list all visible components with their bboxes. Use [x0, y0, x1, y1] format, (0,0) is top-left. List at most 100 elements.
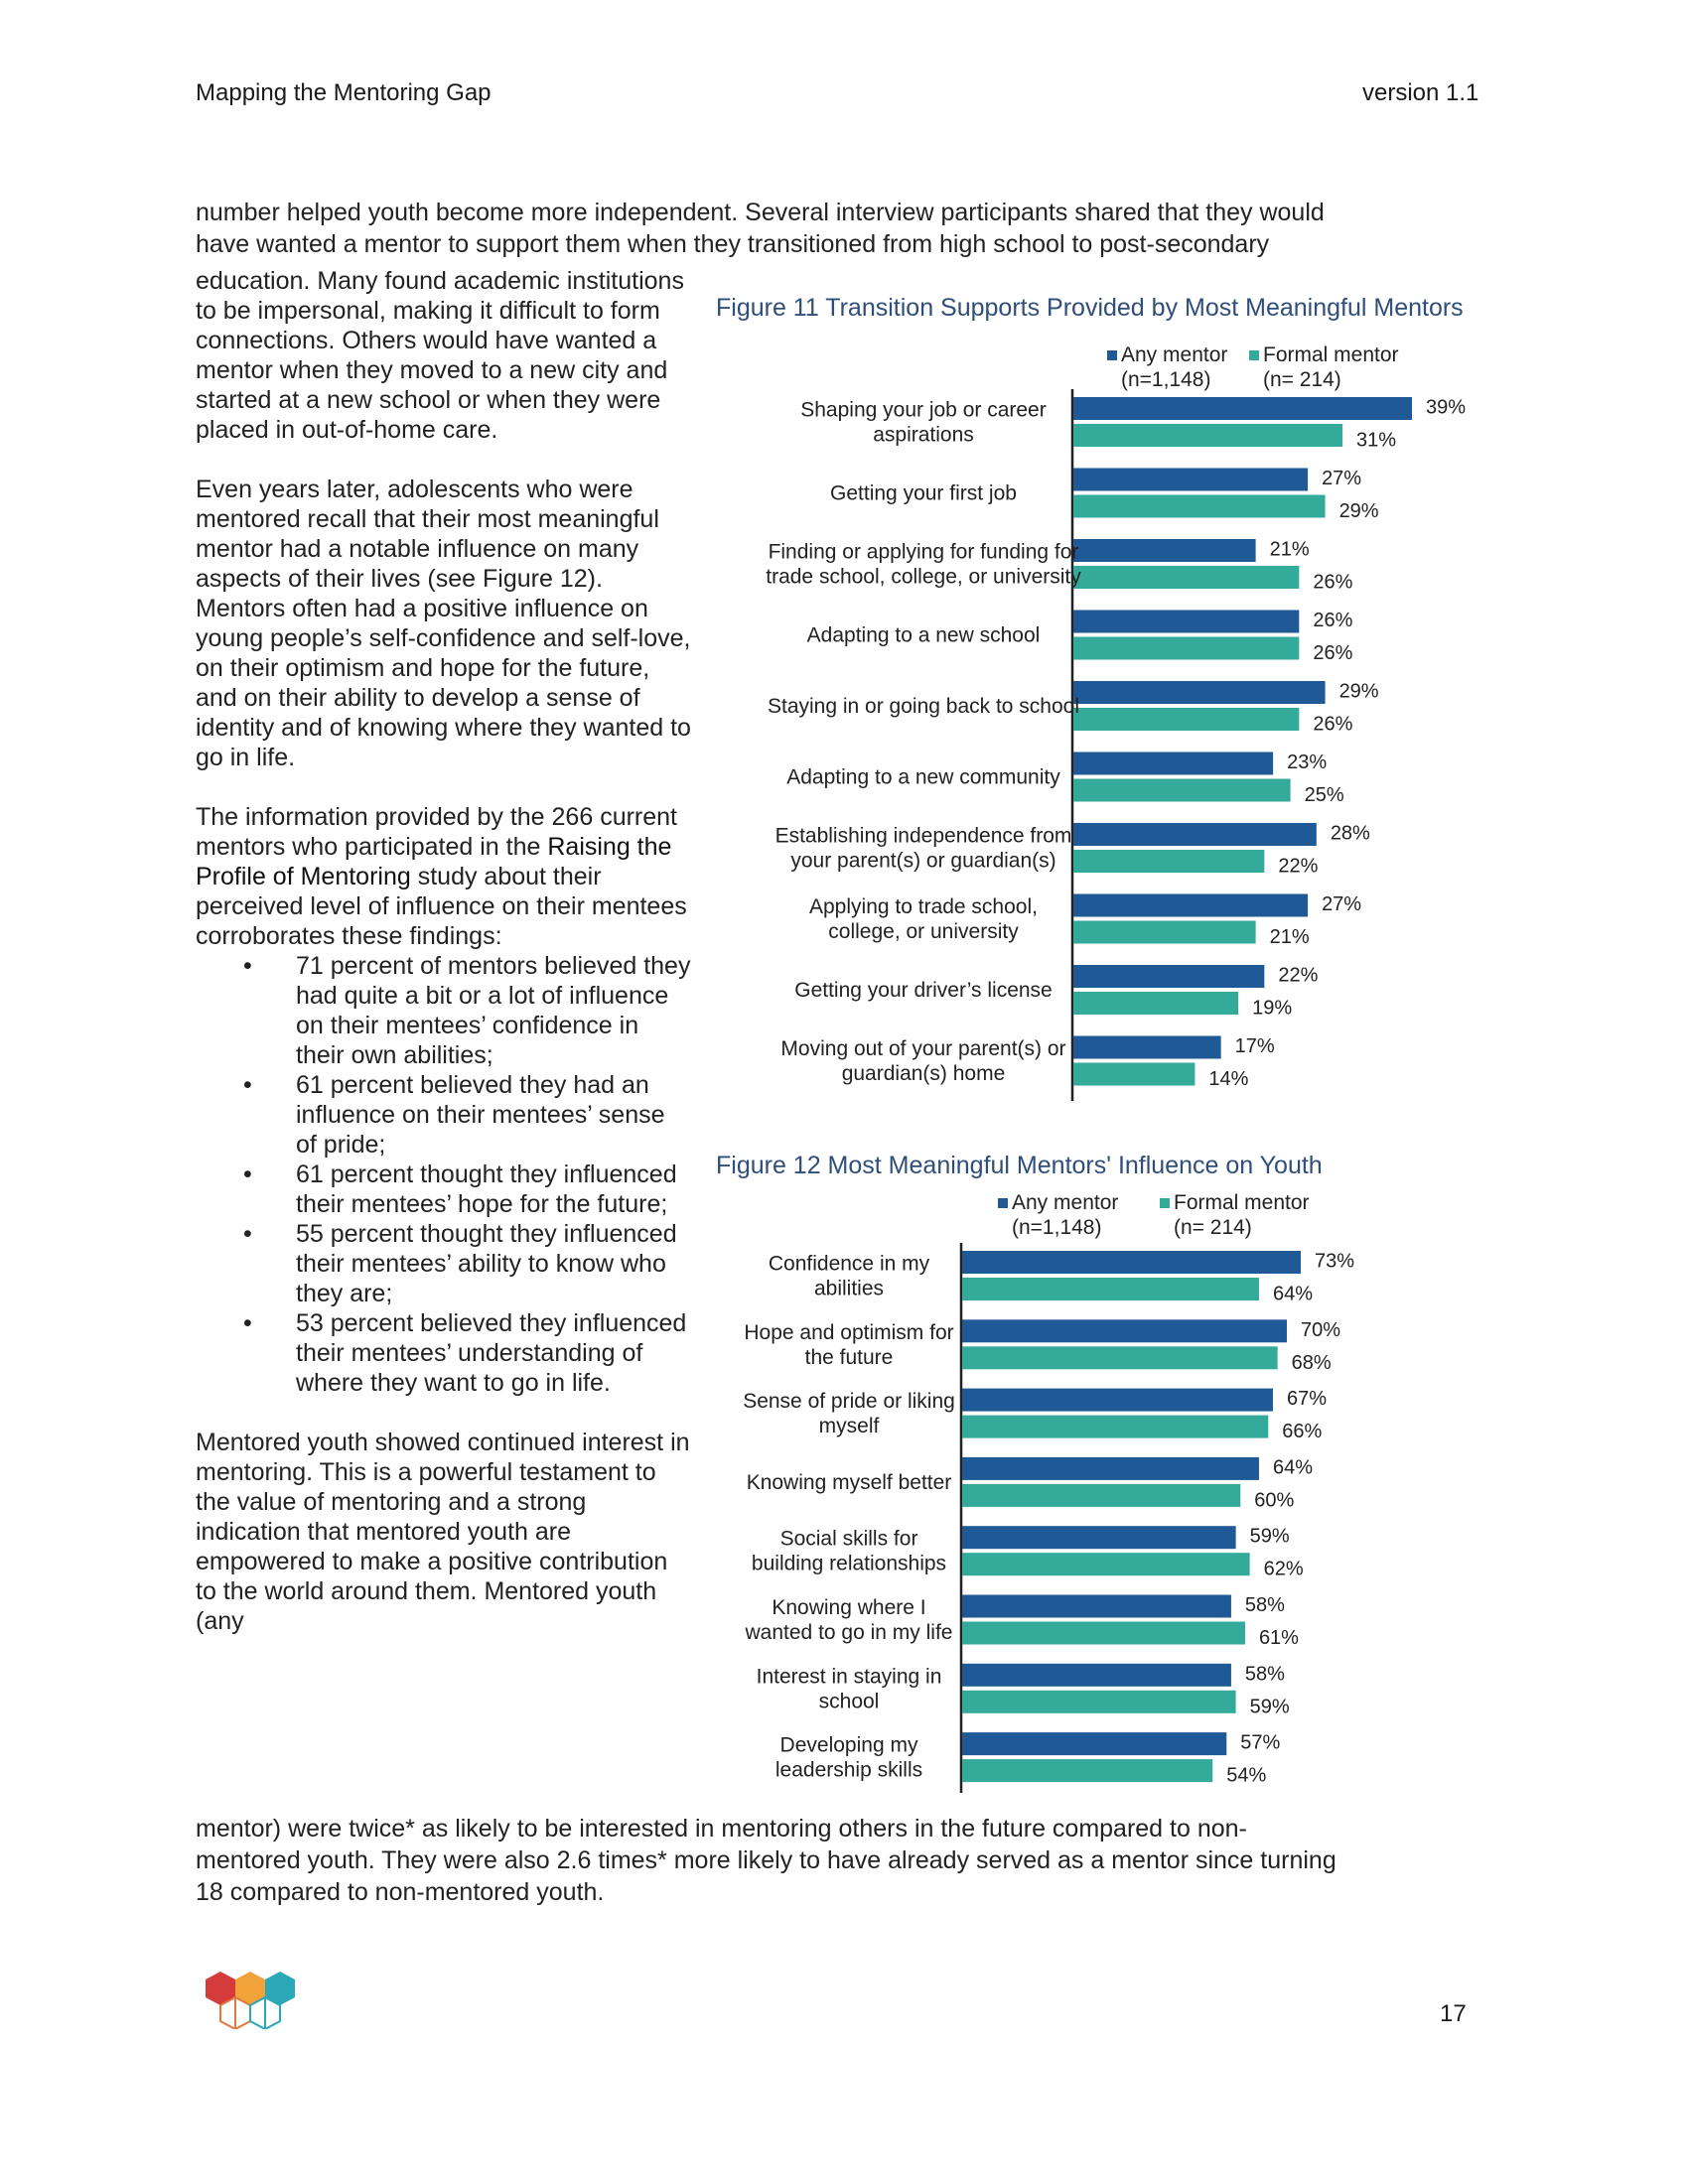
data-label: 64% [1273, 1456, 1313, 1478]
data-label: 54% [1226, 1765, 1266, 1787]
outro-line-3: 18 compared to non-mentored youth. [196, 1878, 605, 1906]
legend-n-formal-mentor: (n= 214) [1174, 1216, 1252, 1239]
bar-formal-mentor [962, 1415, 1269, 1438]
data-label: 29% [1339, 500, 1379, 522]
category-label-line: Applying to trade school, [809, 895, 1038, 918]
study-reference-link[interactable]: Raising the Profile of Mentoring [196, 833, 672, 890]
legend-n-any-mentor: (n=1,148) [1121, 368, 1210, 391]
category-label-line: Moving out of your parent(s) or [780, 1037, 1065, 1060]
category-label-line: Interest in staying in [757, 1665, 942, 1688]
category-label: Applying to trade school, college, or uni… [809, 895, 1038, 943]
data-label: 68% [1292, 1352, 1332, 1374]
category-label: Getting your first job [830, 482, 1017, 505]
bar-any-mentor [962, 1251, 1301, 1274]
bar-any-mentor [1073, 610, 1300, 633]
bar-formal-mentor [962, 1621, 1245, 1645]
bullet-icon: • [243, 952, 252, 980]
data-label: 21% [1270, 926, 1310, 948]
list-item: • 61 percent believed they had an influen… [196, 1070, 692, 1160]
category-label-line: Finding or applying for funding for [769, 541, 1079, 564]
intro-line-1: number helped youth become more independ… [196, 199, 1325, 226]
bar-formal-mentor [962, 1553, 1250, 1576]
bar-formal-mentor [962, 1278, 1259, 1300]
bar-formal-mentor [1073, 778, 1291, 802]
category-label: Shaping your job or career aspirations [800, 399, 1046, 447]
category-label-line: Adapting to a new school [807, 624, 1041, 647]
legend-label-formal-mentor: Formal mentor [1174, 1191, 1310, 1214]
data-label: 28% [1331, 823, 1370, 845]
category-label: Getting your driver’s license [794, 979, 1053, 1002]
bar-formal-mentor [962, 1483, 1241, 1507]
category-label-line: aspirations [873, 424, 974, 447]
category-label-line: Developing my [780, 1734, 918, 1757]
category-label: Social skills for building relationships [752, 1528, 946, 1575]
legend-label-any-mentor: Any mentor [1012, 1191, 1118, 1214]
bar-any-mentor [962, 1388, 1273, 1412]
list-item: • 71 percent of mentors believed they had… [196, 951, 692, 1070]
legend-swatch-any-mentor [1107, 350, 1117, 360]
bar-any-mentor [962, 1663, 1231, 1687]
bar-formal-mentor [1073, 636, 1300, 660]
category-label: Knowing myself better [747, 1471, 952, 1494]
legend-label-any-mentor: Any mentor [1121, 343, 1227, 366]
bar-formal-mentor [1073, 850, 1265, 873]
intro-line-2: have wanted a mentor to support them whe… [196, 230, 1270, 258]
list-item: • 55 percent thought they influenced thei… [196, 1219, 692, 1308]
data-label: 22% [1278, 856, 1318, 878]
category-label: Sense of pride or liking myself [743, 1390, 955, 1437]
category-label-line: your parent(s) or guardian(s) [790, 850, 1055, 873]
outro-line-1: mentor) were twice* as likely to be inte… [196, 1815, 1247, 1843]
category-label-line: abilities [814, 1278, 884, 1300]
bar-formal-mentor [1073, 920, 1256, 944]
bar-any-mentor [1073, 1035, 1221, 1059]
bullet-icon: • [243, 1071, 252, 1099]
category-label: Moving out of your parent(s) or guardian(… [780, 1037, 1065, 1085]
running-header-version: version 1.1 [1362, 79, 1479, 106]
data-label: 57% [1240, 1732, 1280, 1754]
data-label: 23% [1287, 751, 1327, 773]
data-label: 59% [1250, 1696, 1290, 1717]
category-label-line: Staying in or going back to school [768, 695, 1079, 718]
data-label: 14% [1208, 1068, 1248, 1090]
bar-any-mentor [1073, 468, 1309, 491]
legend-n-formal-mentor: (n= 214) [1263, 368, 1341, 391]
data-label: 17% [1235, 1035, 1275, 1057]
figure-11-title: Figure 11 Transition Supports Provided b… [716, 294, 1464, 322]
data-label: 70% [1301, 1319, 1340, 1341]
legend-label-formal-mentor: Formal mentor [1263, 343, 1399, 366]
data-label: 22% [1278, 965, 1318, 987]
bullet-icon: • [243, 1160, 252, 1188]
figure-12-chart: Any mentor(n=1,148) Formal mentor(n= 214)… [743, 1191, 1354, 1793]
list-item-text: 61 percent thought they influenced their… [296, 1160, 677, 1218]
bar-any-mentor [962, 1319, 1287, 1343]
bar-any-mentor [962, 1594, 1231, 1618]
category-label-line: college, or university [828, 920, 1019, 943]
category-label-line: Social skills for [780, 1528, 918, 1551]
bar-formal-mentor [1073, 1062, 1196, 1086]
category-label-line: building relationships [752, 1553, 946, 1575]
bar-any-mentor [962, 1732, 1227, 1756]
data-label: 21% [1270, 539, 1310, 561]
data-label: 58% [1245, 1594, 1285, 1616]
findings-list: • 71 percent of mentors believed they had… [196, 951, 692, 1398]
legend-swatch-formal-mentor [1249, 350, 1259, 360]
paragraph-influence: Even years later, adolescents who were m… [196, 476, 691, 771]
list-item: • 61 percent thought they influenced thei… [196, 1160, 692, 1219]
category-label-line: myself [819, 1415, 880, 1437]
category-label-line: Adapting to a new community [786, 766, 1060, 789]
data-label: 58% [1245, 1663, 1285, 1685]
category-label-line: the future [805, 1346, 894, 1369]
bar-formal-mentor [962, 1759, 1213, 1783]
legend-n-any-mentor: (n=1,148) [1012, 1216, 1101, 1239]
data-label: 59% [1250, 1526, 1290, 1548]
data-label: 62% [1264, 1559, 1304, 1580]
paragraph-continued-interest: Mentored youth showed continued interest… [196, 1429, 690, 1635]
figure-11-chart: Any mentor(n=1,148) Formal mentor(n= 214)… [766, 343, 1466, 1101]
category-label: Establishing independence from your paren… [775, 825, 1072, 873]
bar-formal-mentor [962, 1690, 1236, 1713]
list-item-text: 55 percent thought they influenced their… [296, 1220, 677, 1307]
organization-logo [206, 1972, 295, 2029]
data-label: 29% [1339, 681, 1379, 703]
data-label: 26% [1313, 642, 1352, 664]
